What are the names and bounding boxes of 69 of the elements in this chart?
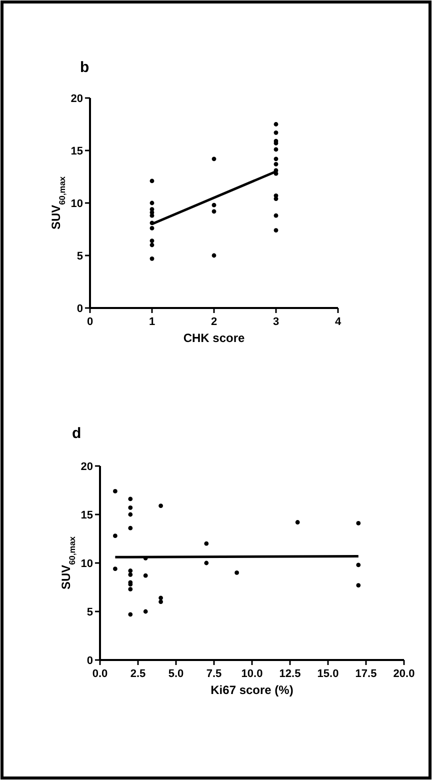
point — [150, 242, 154, 248]
point — [158, 596, 163, 600]
y-tick-label: 10 — [80, 558, 93, 570]
point — [150, 200, 154, 206]
point — [274, 213, 278, 218]
x-tick-label: 17.5 — [355, 668, 377, 680]
point — [128, 586, 133, 592]
y-tick-label: 10 — [70, 198, 83, 210]
point — [128, 496, 133, 502]
point — [150, 226, 154, 230]
point — [143, 609, 148, 614]
point — [274, 130, 278, 135]
point — [274, 122, 278, 126]
point — [274, 162, 278, 166]
point — [150, 256, 154, 261]
x-tick-label: 20.0 — [393, 668, 415, 680]
point — [150, 238, 154, 243]
point — [356, 562, 361, 568]
chart-title: d — [72, 425, 82, 442]
point — [158, 504, 163, 508]
point — [274, 228, 278, 232]
point — [128, 512, 133, 517]
point — [143, 573, 148, 578]
x-tick-label: 15.0 — [317, 668, 339, 680]
x-tick-label: 12.5 — [279, 668, 301, 680]
point — [150, 178, 154, 184]
point — [234, 570, 239, 575]
point — [204, 560, 209, 566]
x-tick-label: 0.0 — [92, 668, 108, 680]
point — [212, 209, 216, 214]
chart-title: b — [80, 59, 90, 76]
point — [113, 489, 118, 494]
point — [274, 156, 278, 162]
x-tick-label: 4 — [334, 316, 342, 328]
y-tick-label: 0 — [76, 303, 83, 315]
x-tick-label: 2.5 — [130, 668, 146, 680]
point — [356, 521, 361, 526]
point — [128, 572, 133, 577]
y-tick-label: 20 — [80, 461, 93, 473]
point — [356, 583, 361, 588]
x-tick-label: 3 — [272, 316, 280, 328]
y-tick-label: 15 — [70, 146, 83, 158]
point — [150, 220, 154, 226]
point — [158, 600, 163, 604]
x-tick-label: 7.5 — [206, 668, 222, 680]
point — [128, 612, 133, 617]
point — [113, 566, 118, 572]
y-tick-label: 5 — [76, 250, 83, 262]
y-tick-label: 5 — [86, 606, 93, 618]
point — [295, 520, 300, 524]
y-tick-label: 0 — [86, 655, 93, 667]
point — [212, 202, 216, 208]
x-tick-label: 2 — [210, 316, 218, 328]
x-tick-label: 1 — [148, 316, 156, 328]
y-tick-label: 20 — [70, 93, 83, 105]
y-tick-label: 15 — [80, 510, 93, 522]
point — [128, 506, 133, 510]
point — [128, 568, 133, 573]
point — [204, 541, 209, 546]
point — [113, 534, 118, 538]
point — [128, 526, 133, 530]
point — [212, 156, 216, 162]
x-axis-title: Ki67 score (%) — [210, 683, 294, 697]
point — [274, 196, 278, 201]
point — [274, 147, 278, 152]
x-tick-label: 10.0 — [241, 668, 263, 680]
x-axis-title: CHK score — [183, 331, 245, 345]
x-tick-label: 5.0 — [168, 668, 184, 680]
point — [212, 253, 216, 258]
